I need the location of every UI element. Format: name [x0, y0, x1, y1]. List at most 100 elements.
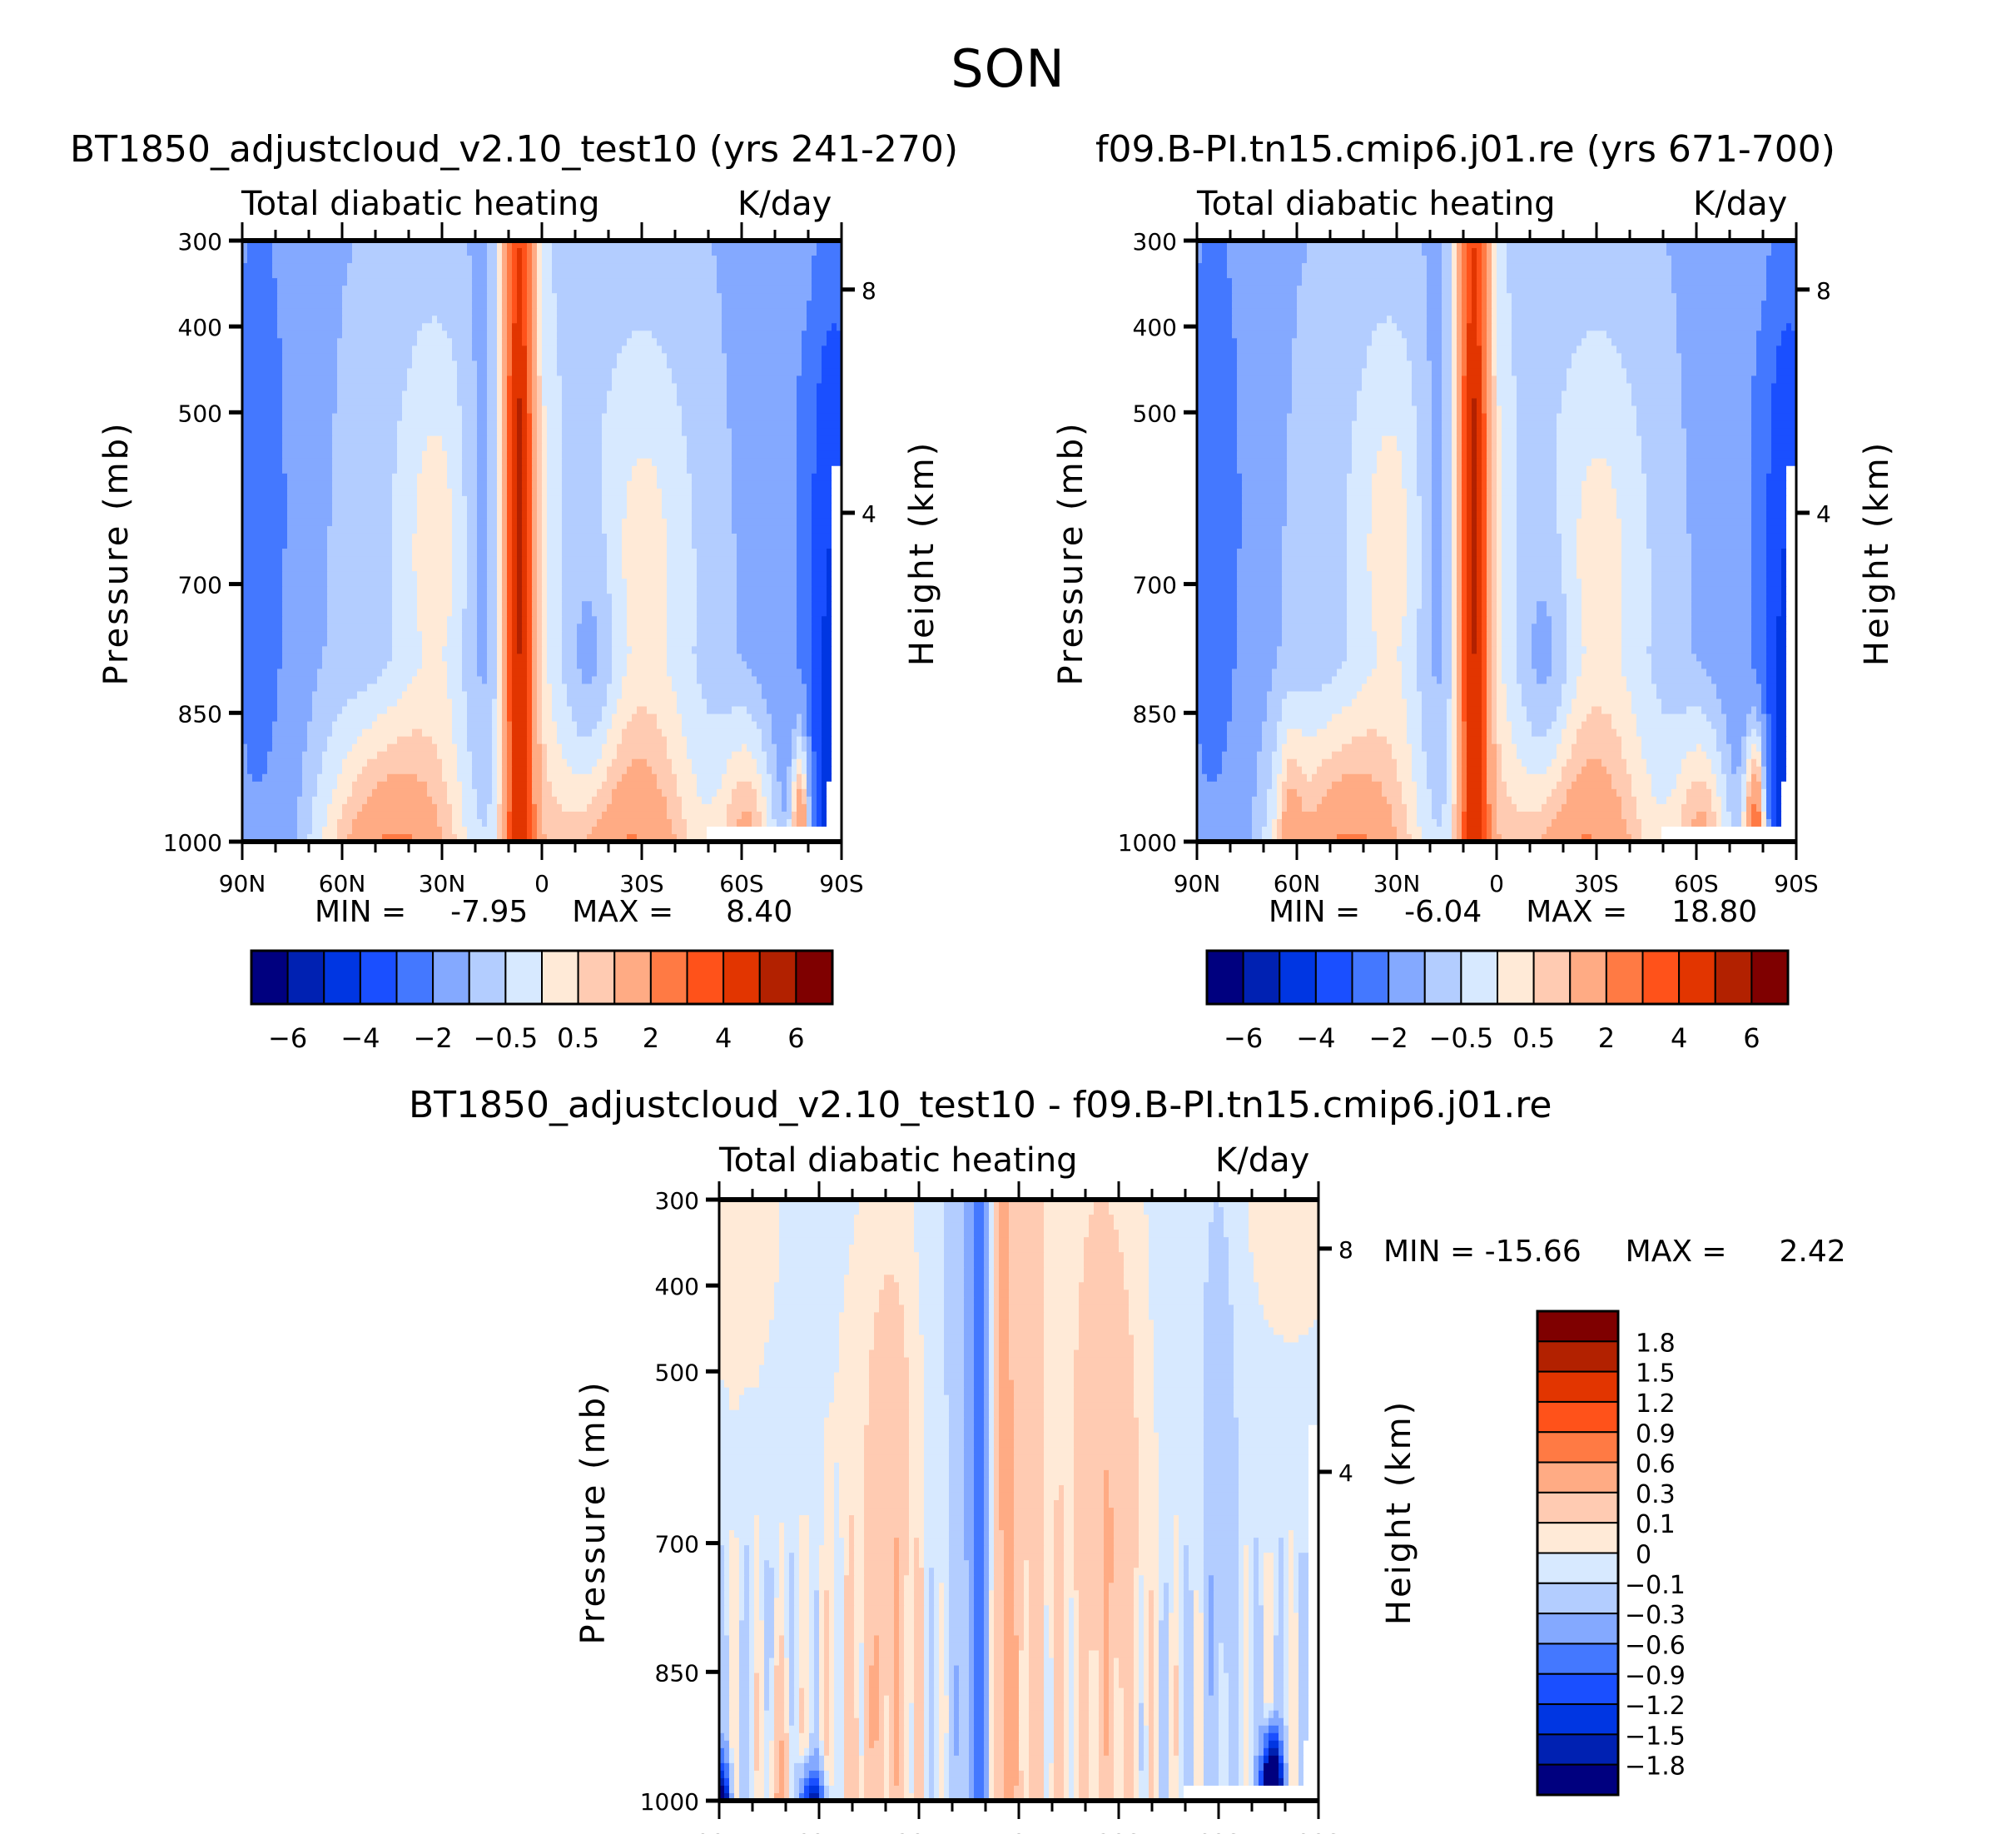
- contour-cell: [507, 263, 513, 271]
- contour-cell: [722, 316, 807, 324]
- contour-cell: [1761, 691, 1767, 700]
- contour-cell: [327, 736, 358, 745]
- contour-cell: [552, 713, 573, 723]
- contour-cell: [1577, 728, 1617, 738]
- contour-cell: [1214, 1215, 1224, 1223]
- contour-cell: [492, 713, 498, 723]
- contour-cell: [532, 646, 538, 654]
- contour-cell: [562, 480, 603, 490]
- contour-cell: [462, 788, 478, 798]
- contour-cell: [797, 601, 812, 609]
- contour-cell: [502, 241, 508, 249]
- contour-cell: [282, 624, 328, 632]
- contour-cell: [1771, 450, 1797, 460]
- contour-cell: [1786, 654, 1797, 663]
- contour-cell: [1442, 571, 1452, 579]
- contour-cell: [1442, 428, 1452, 437]
- contour-cell: [692, 503, 732, 512]
- contour-cell: [1197, 661, 1238, 670]
- contour-cell: [1457, 503, 1462, 512]
- contour-cell: [1197, 405, 1238, 415]
- contour-cell: [1781, 556, 1787, 564]
- contour-cell: [1761, 758, 1767, 768]
- contour-cell: [1477, 450, 1482, 460]
- contour-cell: [1342, 773, 1373, 783]
- contour-cell: [612, 646, 633, 654]
- contour-cell: [1472, 263, 1477, 271]
- contour-cell: [547, 751, 563, 760]
- contour-cell: [502, 473, 508, 482]
- contour-cell: [1487, 368, 1492, 377]
- contour-cell: [607, 586, 628, 594]
- contour-cell: [1681, 398, 1752, 407]
- contour-cell: [1457, 443, 1462, 452]
- contour-cell: [1482, 345, 1487, 354]
- contour-cell: [1751, 728, 1757, 738]
- contour-cell: [1586, 646, 1622, 654]
- contour-cell: [1522, 683, 1562, 693]
- contour-cell: [1317, 728, 1368, 738]
- contour-cell: [547, 458, 563, 467]
- contour-cell: [762, 818, 767, 828]
- contour-cell: [1467, 698, 1482, 708]
- contour-cell: [542, 488, 548, 497]
- contour-cell: [472, 271, 488, 279]
- contour-cell: [1771, 420, 1797, 430]
- contour-cell: [797, 458, 817, 467]
- contour-cell: [1786, 736, 1797, 745]
- contour-cell: [1357, 398, 1413, 407]
- contour-cell: [994, 1237, 1000, 1245]
- contour-cell: [797, 743, 802, 753]
- contour-cell: [462, 458, 478, 467]
- contour-cell: [537, 345, 543, 354]
- contour-cell: [909, 1394, 925, 1404]
- contour-cell: [1492, 533, 1497, 542]
- contour-cell: [507, 609, 513, 617]
- contour-cell: [532, 713, 538, 723]
- contour-cell: [497, 706, 503, 715]
- contour-cell: [1776, 781, 1782, 790]
- contour-cell: [1537, 601, 1547, 609]
- contour-cell: [467, 571, 478, 579]
- contour-cell: [1467, 368, 1482, 377]
- contour-cell: [352, 826, 443, 835]
- contour-cell: [472, 301, 488, 309]
- contour-cell: [412, 833, 443, 842]
- contour-cell: [792, 728, 802, 738]
- contour-cell: [1517, 495, 1557, 504]
- contour-cell: [802, 781, 807, 790]
- contour-cell: [512, 833, 528, 842]
- contour-cell: [1372, 495, 1408, 504]
- contour-cell: [1492, 443, 1497, 452]
- contour-cell: [1467, 788, 1482, 798]
- contour-cell: [667, 646, 693, 654]
- contour-cell: [392, 616, 418, 624]
- contour-cell: [777, 766, 787, 775]
- contour-cell: [617, 698, 678, 708]
- contour-cell: [1347, 594, 1373, 602]
- contour-cell: [1417, 624, 1433, 632]
- contour-cell: [1462, 450, 1467, 460]
- contour-cell: [832, 706, 842, 715]
- contour-cell: [1347, 646, 1378, 654]
- contour-cell: [507, 796, 513, 805]
- contour-cell: [542, 480, 548, 490]
- contour-cell: [1487, 646, 1492, 654]
- contour-cell: [707, 826, 842, 835]
- contour-cell: [602, 713, 613, 723]
- contour-cell: [1347, 586, 1373, 594]
- contour-cell: [1497, 803, 1517, 813]
- contour-cell: [1786, 556, 1797, 564]
- contour-cell: [964, 1349, 975, 1359]
- contour-cell: [1562, 691, 1577, 700]
- contour-cell: [1651, 586, 1692, 594]
- contour-cell: [1462, 698, 1467, 708]
- contour-cell: [1467, 579, 1472, 587]
- contour-cell: [1237, 579, 1283, 587]
- contour-cell: [1467, 323, 1477, 331]
- contour-cell: [1517, 525, 1557, 534]
- contour-cell: [1577, 525, 1622, 534]
- contour-cell: [1422, 728, 1447, 738]
- contour-cell: [797, 518, 812, 527]
- contour-cell: [1432, 564, 1442, 572]
